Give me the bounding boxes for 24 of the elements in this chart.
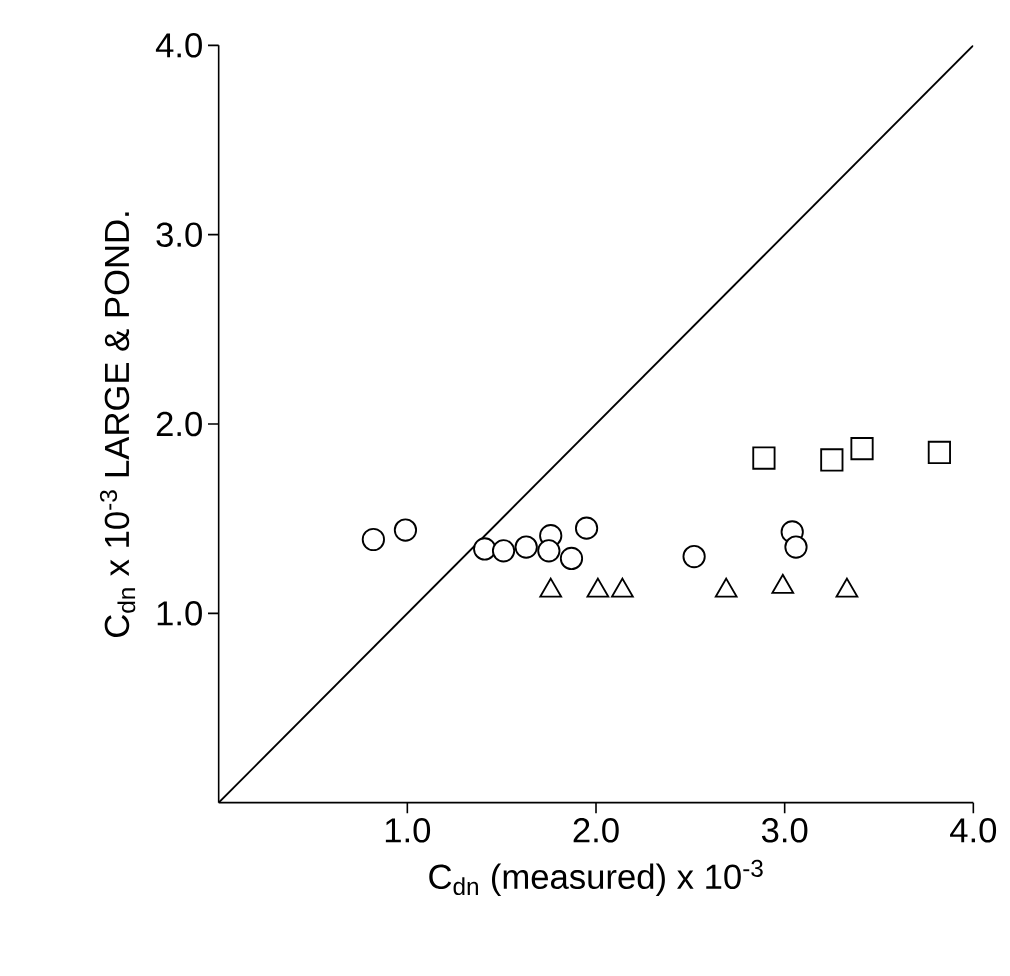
x-tick-label: 4.0 <box>950 818 997 843</box>
point <box>514 535 538 559</box>
point <box>752 446 776 470</box>
y-tick-label: 2.0 <box>156 411 202 437</box>
point <box>361 527 385 552</box>
y-tick-label: 4.0 <box>155 33 202 58</box>
point <box>820 448 844 472</box>
point <box>850 437 874 461</box>
point <box>393 518 418 542</box>
point <box>491 539 516 563</box>
point <box>927 440 951 465</box>
point <box>537 539 561 563</box>
point <box>682 544 706 569</box>
x-tick-label: 3.0 <box>761 818 808 843</box>
y-tick-label: 1.0 <box>157 601 202 626</box>
point <box>473 537 497 561</box>
y-tick-label: 3.0 <box>156 222 202 247</box>
x-tick-label: 1.0 <box>385 818 431 843</box>
point <box>559 546 584 571</box>
x-axis-title: C$_{dn}$ (measured) x 10$^{-3}$ <box>429 859 763 896</box>
point <box>784 535 808 559</box>
point <box>574 516 599 540</box>
x-tick-label: 2.0 <box>573 818 619 843</box>
y-axis-title: C$_{dn}$ x 10$^{-3}$ LARGE & POND. <box>99 212 136 637</box>
